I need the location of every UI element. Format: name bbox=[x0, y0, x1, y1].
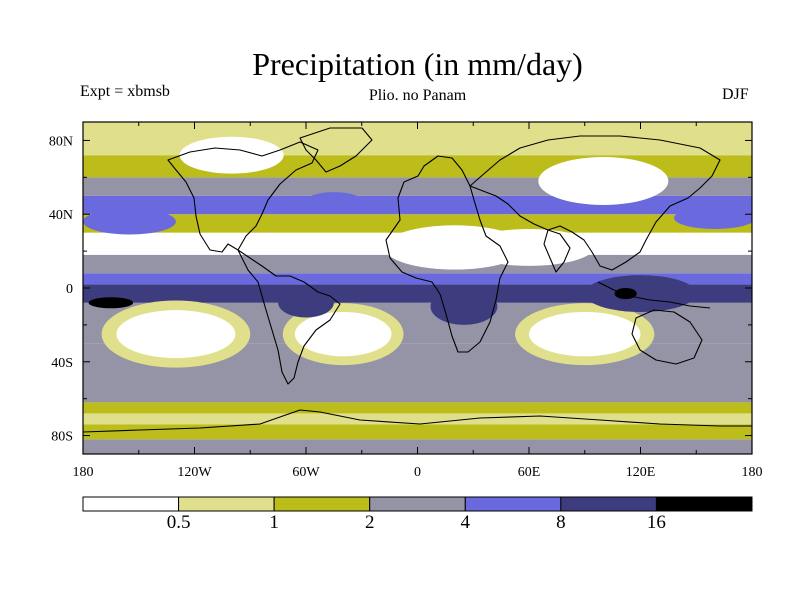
x-tick-label: 0 bbox=[414, 465, 421, 480]
colorbar-box bbox=[464, 496, 562, 512]
coastline-asia bbox=[469, 135, 721, 271]
x-tick-label: 120W bbox=[177, 465, 212, 480]
colorbar-box bbox=[178, 496, 275, 512]
y-tick-label: 40S bbox=[51, 356, 73, 371]
precip-band bbox=[83, 214, 752, 233]
coastline-india bbox=[543, 229, 571, 273]
colorbar-label: 1 bbox=[269, 512, 279, 533]
coastline-south-america bbox=[237, 249, 341, 385]
x-axis-tick-labels: 180 120W 60W 0 60E 120E 180 bbox=[73, 465, 763, 480]
coastline-greenland bbox=[299, 127, 373, 173]
x-tick-label: 60W bbox=[292, 465, 320, 480]
chart-title: Precipitation (in mm/day) bbox=[252, 46, 583, 82]
colorbar-label: 16 bbox=[647, 512, 666, 533]
precip-band bbox=[83, 402, 752, 414]
coastline-north-america bbox=[167, 141, 319, 253]
x-tick-label: 180 bbox=[742, 465, 763, 480]
precip-feature bbox=[83, 208, 176, 235]
precip-feature bbox=[538, 157, 669, 205]
coastline-australia bbox=[631, 309, 703, 365]
precip-feature bbox=[463, 228, 595, 266]
precip-feature bbox=[278, 288, 334, 318]
colorbar-label: 2 bbox=[365, 512, 375, 533]
coastline-indonesia bbox=[597, 281, 711, 309]
precip-feature bbox=[529, 311, 641, 357]
y-tick-label: 80S bbox=[51, 430, 73, 445]
precip-band bbox=[83, 284, 752, 303]
precip-feature bbox=[294, 311, 392, 357]
colorbar-label: 4 bbox=[461, 512, 471, 533]
x-tick-label: 120E bbox=[626, 465, 656, 480]
x-tick-label: 60E bbox=[518, 465, 541, 480]
y-tick-label: 80N bbox=[49, 134, 73, 149]
chart-subtitle: Plio. no Panam bbox=[368, 87, 467, 104]
colorbar-box bbox=[369, 496, 466, 512]
coastline-antarctica bbox=[83, 409, 752, 433]
precip-feature bbox=[430, 288, 498, 325]
colorbar-box bbox=[560, 496, 657, 512]
precip-feature bbox=[88, 297, 134, 309]
precip-band bbox=[83, 424, 752, 440]
precip-feature bbox=[116, 310, 236, 359]
coastlines bbox=[83, 127, 752, 433]
experiment-label: Expt = xbmsb bbox=[80, 83, 170, 100]
axis-ticks bbox=[82, 122, 753, 454]
season-label: DJF bbox=[722, 86, 749, 103]
precip-feature bbox=[584, 275, 697, 312]
precip-feature bbox=[306, 192, 362, 211]
y-tick-label: 0 bbox=[66, 282, 73, 297]
colorbar-boxes bbox=[82, 496, 753, 512]
precip-feature bbox=[673, 206, 752, 229]
y-tick-label: 40N bbox=[49, 208, 73, 223]
y-axis-tick-labels: 80N 40N 0 40S 80S bbox=[49, 134, 73, 444]
colorbar-label: 8 bbox=[556, 512, 566, 533]
colorbar-labels: 0.5 1 2 4 8 16 bbox=[167, 512, 666, 533]
precip-feature bbox=[179, 136, 284, 174]
colorbar-box bbox=[273, 496, 371, 512]
x-tick-label: 180 bbox=[73, 465, 94, 480]
colorbar-label: 0.5 bbox=[167, 512, 191, 533]
precip-band bbox=[83, 413, 752, 425]
colorbar-box bbox=[82, 496, 180, 512]
colorbar-box bbox=[655, 496, 753, 512]
coastline-europe-africa bbox=[385, 155, 509, 353]
precipitation-field bbox=[83, 122, 752, 454]
